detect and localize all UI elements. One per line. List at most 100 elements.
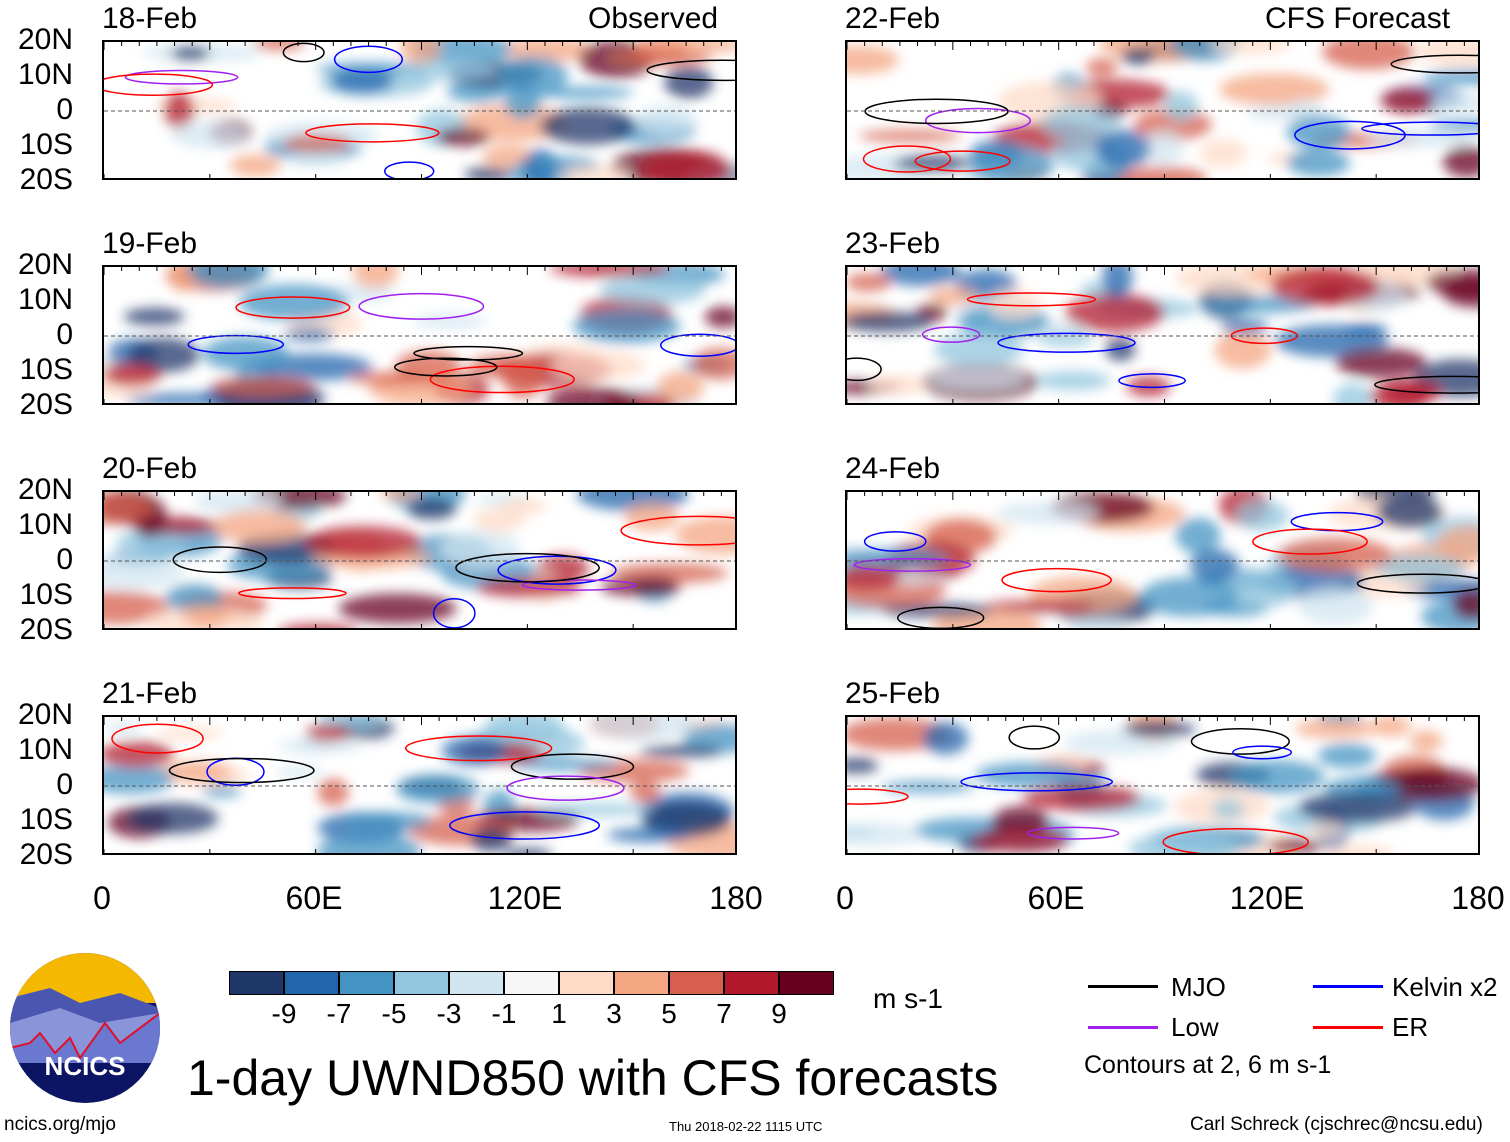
wave-contour xyxy=(960,772,1114,792)
lat-label: 10N xyxy=(17,58,73,91)
wave-contour xyxy=(124,69,239,85)
wave-contour xyxy=(305,123,440,143)
wind-anomaly-patch xyxy=(330,69,393,94)
wind-anomaly-patch xyxy=(1409,730,1443,753)
wind-anomaly-patch xyxy=(975,762,1082,788)
colorbar-swatch xyxy=(339,971,394,995)
wave-contour xyxy=(1232,745,1293,760)
lon-label-right: 180 xyxy=(1451,880,1505,916)
lon-label-left: 60E xyxy=(285,880,343,916)
colorbar-swatch xyxy=(284,971,339,995)
wind-anomaly-patch xyxy=(1298,792,1417,823)
ncics-logo: NCICS xyxy=(10,953,160,1103)
wave-contour xyxy=(966,292,1097,307)
wind-anomaly-patch xyxy=(104,492,153,525)
wind-anomaly-patch xyxy=(1332,383,1373,403)
colorbar-label: -3 xyxy=(436,998,462,1029)
map-panel xyxy=(845,715,1480,855)
wind-anomaly-patch xyxy=(511,758,619,771)
wind-anomaly-patch xyxy=(1277,537,1394,573)
wind-anomaly-patch xyxy=(983,600,1096,613)
wave-contour xyxy=(924,107,1031,134)
wave-contour xyxy=(449,811,601,840)
colorbar-swatch xyxy=(559,971,614,995)
panel-date: 19-Feb xyxy=(102,227,198,260)
figure-title: 1-day UWND850 with CFS forecasts xyxy=(187,1050,999,1106)
colorbar-swatch xyxy=(449,971,504,995)
map-panel xyxy=(845,265,1480,405)
wind-anomaly-patch xyxy=(210,376,314,398)
wind-anomaly-patch xyxy=(664,66,714,99)
wave-contour xyxy=(862,145,952,173)
wind-anomaly-patch xyxy=(252,42,306,51)
panel-date: 20-Feb xyxy=(102,452,198,485)
wind-anomaly-patch xyxy=(656,371,705,403)
lon-label-left: 0 xyxy=(93,880,111,916)
lat-label: 20N xyxy=(17,698,73,731)
colorbar-swatch xyxy=(394,971,449,995)
wind-anomaly-patch xyxy=(500,497,547,515)
wave-contour xyxy=(168,757,315,784)
wind-anomaly-patch xyxy=(590,717,696,741)
wind-anomaly-patch xyxy=(1126,376,1171,397)
wave-contour xyxy=(282,42,325,63)
wave-contour xyxy=(847,357,882,382)
wind-anomaly-patch xyxy=(1118,166,1208,178)
wind-anomaly-patch xyxy=(104,362,162,387)
wave-contour xyxy=(429,365,575,394)
wave-contour xyxy=(383,161,435,178)
colorbar-label: -7 xyxy=(326,998,352,1029)
lon-label-right: 120E xyxy=(1229,880,1305,916)
lat-label: 10N xyxy=(17,508,73,541)
lon-label-left: 120E xyxy=(487,880,563,916)
wind-anomaly-patch xyxy=(282,134,351,153)
legend-line-er xyxy=(1313,1026,1383,1029)
lat-label: 10S xyxy=(19,803,73,836)
wind-anomaly-patch xyxy=(1068,617,1131,628)
wind-anomaly-patch xyxy=(546,387,641,403)
lat-label: 10S xyxy=(19,353,73,386)
wind-anomaly-patch xyxy=(995,501,1100,525)
wind-anomaly-patch xyxy=(624,503,680,531)
wind-anomaly-patch xyxy=(170,120,248,149)
wind-anomaly-patch xyxy=(988,289,1041,320)
colorbar-label: -5 xyxy=(381,998,407,1029)
wind-anomaly-patch xyxy=(1143,130,1184,166)
wave-contour xyxy=(897,606,985,628)
legend-label-er: ER xyxy=(1392,1012,1429,1042)
colorbar-swatch xyxy=(229,971,284,995)
wind-anomaly-patch xyxy=(1065,293,1165,333)
wind-anomaly-patch xyxy=(379,492,421,500)
wind-anomaly-patch xyxy=(304,525,422,559)
wind-anomaly-patch xyxy=(316,832,421,853)
wave-contour xyxy=(393,357,498,377)
wave-contour xyxy=(1390,54,1478,74)
wind-anomaly-patch xyxy=(1294,719,1377,739)
wave-contour xyxy=(1294,120,1406,150)
legend-line-low xyxy=(1088,1026,1158,1029)
wind-anomaly-patch xyxy=(1120,47,1155,65)
wind-anomaly-patch xyxy=(639,744,724,758)
wave-contour xyxy=(432,598,476,628)
wind-anomaly-patch xyxy=(276,765,324,778)
colorbar-label: -1 xyxy=(491,998,517,1029)
map-panel xyxy=(102,40,737,180)
colorbar-label: 1 xyxy=(551,998,567,1029)
wind-anomaly-patch xyxy=(156,726,224,741)
wave-contour xyxy=(1374,375,1478,394)
wind-anomaly-patch xyxy=(164,91,195,130)
legend-line-kelvin xyxy=(1313,985,1383,988)
wind-anomaly-patch xyxy=(125,393,242,403)
wave-contour xyxy=(847,788,909,805)
wind-anomaly-patch xyxy=(1322,42,1415,70)
lat-label: 20S xyxy=(19,388,73,421)
wind-anomaly-patch xyxy=(162,761,233,781)
wind-anomaly-patch xyxy=(116,528,185,559)
wind-anomaly-patch xyxy=(440,530,520,568)
wind-anomaly-patch xyxy=(104,764,175,795)
panel-date: 24-Feb xyxy=(845,452,941,485)
lat-label: 20S xyxy=(19,613,73,646)
footer-url[interactable]: ncics.org/mjo xyxy=(4,1114,116,1135)
wave-contour xyxy=(1001,567,1112,593)
colorbar-label: 9 xyxy=(771,998,787,1029)
